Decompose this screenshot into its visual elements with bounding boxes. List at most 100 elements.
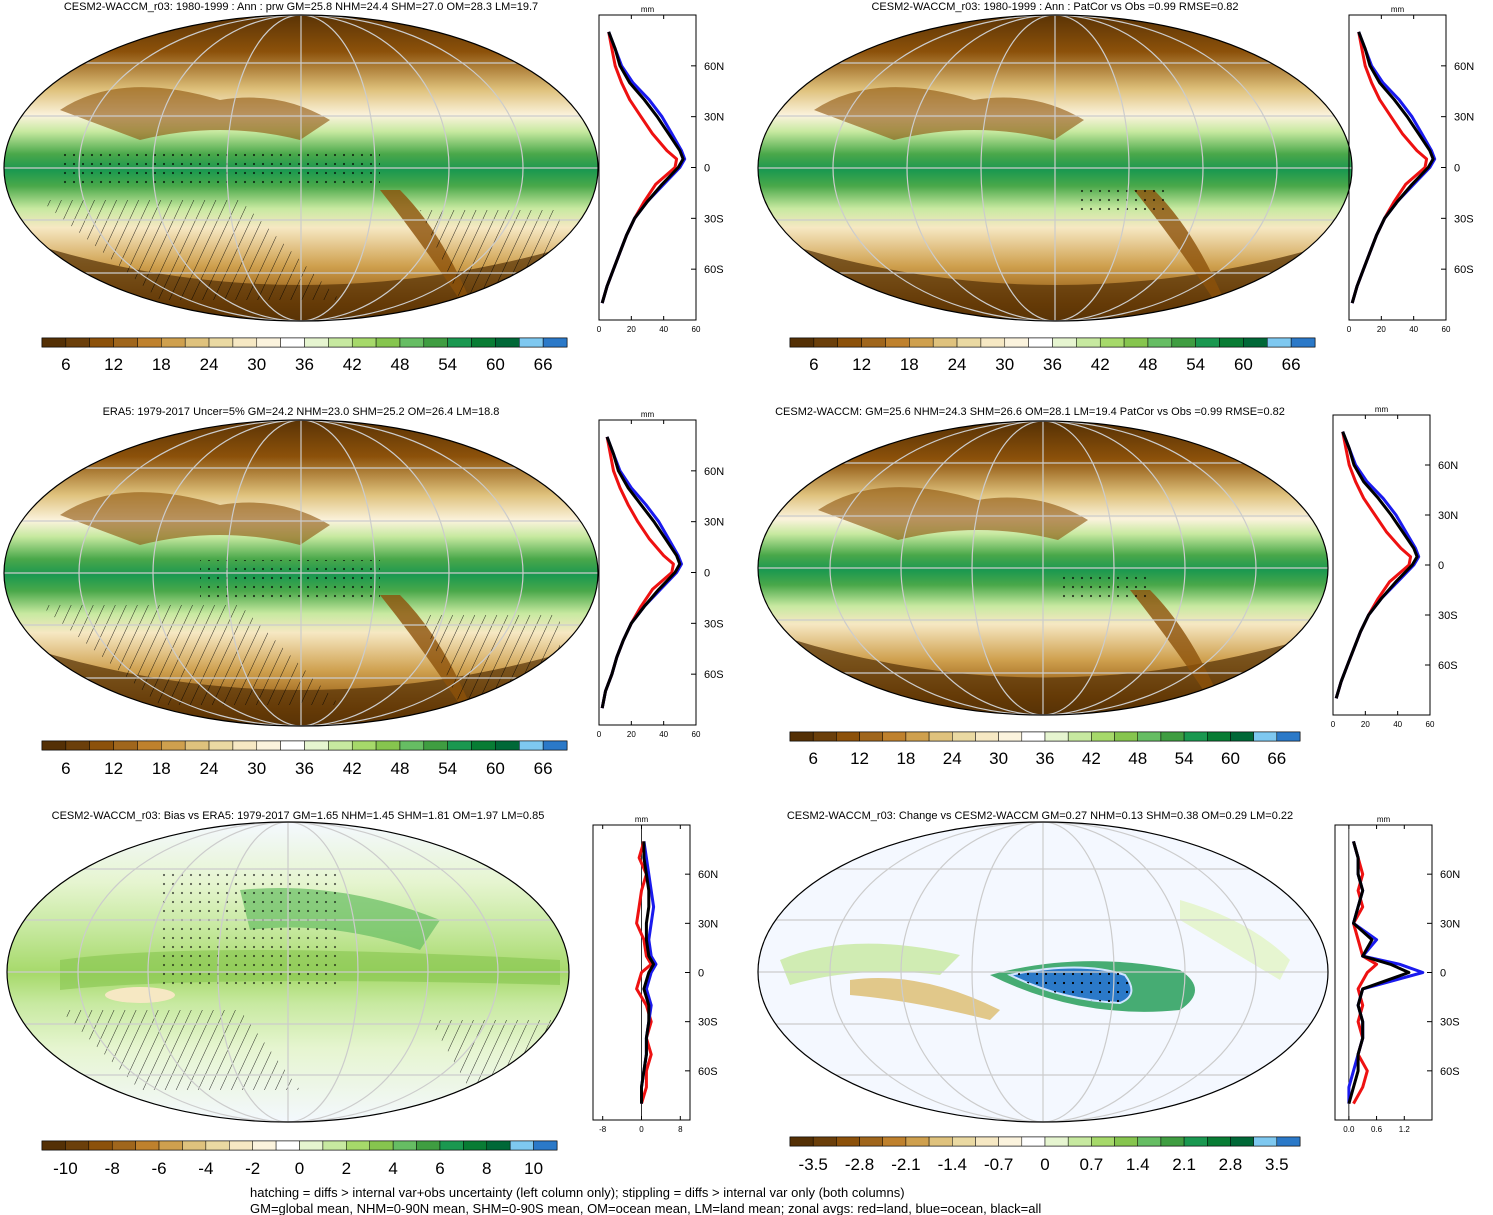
zonal-y-tick-label: 0: [704, 163, 710, 175]
zonal-x-tick-label: 60: [1442, 325, 1451, 334]
colorbar-tick-label: 30: [247, 759, 266, 778]
colorbar-swatch: [351, 740, 377, 751]
zonal-x-tick-label: 20: [627, 325, 636, 334]
colorbar-tick-label: 2.1: [1172, 1155, 1196, 1174]
colorbar-swatch: [1207, 731, 1231, 742]
colorbar-swatch: [1044, 1136, 1069, 1147]
zonal-x-tick-label: 1.2: [1399, 1125, 1411, 1134]
colorbar-swatch: [208, 740, 234, 751]
colorbar-tick-label: -0.7: [984, 1155, 1013, 1174]
colorbar-tick-label: 48: [1138, 355, 1157, 374]
colorbar-tick-label: -2.8: [845, 1155, 874, 1174]
colorbar-tick-label: 42: [343, 355, 362, 374]
zonal-y-tick-label: 60S: [1440, 1066, 1460, 1078]
panel-1: CESM2-WACCM_r03: 1980-1999 : Ann : PatCo…: [757, 1, 1474, 374]
colorbar-swatch: [789, 731, 814, 742]
colorbar-swatch: [885, 337, 910, 348]
zonal-y-tick-label: 0: [1438, 560, 1444, 572]
zonal-y-tick-label: 60N: [1454, 61, 1474, 73]
colorbar-swatch: [812, 1136, 837, 1147]
colorbar-swatch: [956, 337, 982, 348]
colorbar-tick-label: 66: [534, 759, 553, 778]
panel-5-graticule: [758, 822, 1328, 1122]
colorbar-swatch: [65, 1140, 90, 1151]
colorbar-swatch: [928, 731, 953, 742]
colorbar-tick-label: 0.7: [1080, 1155, 1104, 1174]
zonal-y-tick-label: 60N: [1440, 869, 1460, 881]
colorbar-tick-label: 66: [1267, 749, 1286, 768]
colorbar-swatch: [1052, 337, 1077, 348]
zonal-y-tick-label: 0: [1454, 163, 1460, 175]
colorbar-tick-label: -10: [53, 1159, 78, 1178]
colorbar-swatch: [1171, 337, 1196, 348]
panel-1-title: CESM2-WACCM_r03: 1980-1999 : Ann : PatCo…: [871, 1, 1238, 13]
colorbar-tick-label: 36: [1036, 749, 1055, 768]
panel-1-map: [758, 15, 1352, 321]
zonal-y-tick-label: 30N: [704, 112, 724, 124]
zonal-x-tick-label: 0: [1347, 325, 1352, 334]
colorbar-swatch: [158, 1140, 183, 1151]
colorbar-swatch: [137, 740, 162, 751]
colorbar-tick-label: 54: [438, 355, 457, 374]
colorbar-swatch: [256, 337, 281, 348]
panel-2-title: ERA5: 1979-2017 Uncer=5% GM=24.2 NHM=23.…: [103, 406, 500, 418]
panel-0-title: CESM2-WACCM_r03: 1980-1999 : Ann : prw G…: [64, 1, 538, 13]
colorbar-swatch: [1230, 1136, 1254, 1147]
colorbar-swatch: [423, 337, 448, 348]
panel-1-graticule: [758, 15, 1352, 321]
colorbar-swatch: [463, 1140, 488, 1151]
colorbar-tick-label: 36: [295, 759, 314, 778]
panel-3-graticule: [758, 421, 1328, 715]
colorbar-tick-label: 12: [850, 749, 869, 768]
colorbar-swatch: [41, 740, 67, 751]
panel-2-map: [4, 420, 598, 726]
panel-2-graticule: [4, 420, 598, 726]
colorbar-swatch: [928, 1136, 953, 1147]
colorbar-tick-label: 12: [852, 355, 871, 374]
colorbar-swatch: [998, 731, 1023, 742]
colorbar-swatch: [328, 337, 353, 348]
panel-4: CESM2-WACCM_r03: Bias vs ERA5: 1979-2017…: [6, 810, 718, 1178]
colorbar-tick-label: 60: [486, 759, 505, 778]
colorbar-tick-label: 30: [247, 355, 266, 374]
colorbar-swatch: [909, 337, 934, 348]
zonal-unit-label: mm: [635, 815, 649, 824]
colorbar-swatch: [205, 1140, 230, 1151]
zonal-x-tick-label: 0: [597, 730, 602, 739]
zonal-x-tick-label: 40: [1409, 325, 1418, 334]
colorbar-swatch: [1230, 731, 1254, 742]
colorbar-swatch: [1076, 337, 1101, 348]
colorbar-tick-label: 12: [104, 355, 123, 374]
colorbar-tick-label: 18: [152, 355, 171, 374]
zonal-unit-label: mm: [1377, 815, 1391, 824]
colorbar-swatch: [447, 337, 472, 348]
colorbar-swatch: [369, 1140, 394, 1151]
colorbar-swatch: [299, 1140, 324, 1151]
colorbar-swatch: [542, 740, 568, 751]
zonal-line-all: [600, 31, 685, 304]
colorbar-swatch: [882, 1136, 907, 1147]
colorbar-swatch: [447, 740, 472, 751]
zonal-y-tick-label: 30N: [698, 918, 718, 930]
zonal-x-tick-label: 0: [639, 1125, 644, 1134]
colorbar-tick-label: 2: [342, 1159, 351, 1178]
colorbar-tick-label: -1.4: [938, 1155, 967, 1174]
colorbar-tick-label: 66: [534, 355, 553, 374]
zonal-x-tick-label: 8: [678, 1125, 683, 1134]
colorbar-swatch: [1160, 1136, 1185, 1147]
colorbar-swatch: [1276, 731, 1301, 742]
footer-line-1: hatching = diffs > internal var+obs unce…: [250, 1185, 905, 1200]
panel-0-map: [4, 15, 598, 321]
panel-4-graticule: [7, 822, 569, 1122]
colorbar-swatch: [229, 1140, 253, 1151]
colorbar-swatch: [275, 1140, 300, 1151]
colorbar-swatch: [161, 337, 186, 348]
zonal-y-tick-label: 0: [698, 968, 704, 980]
colorbar-tick-label: 36: [1043, 355, 1062, 374]
colorbar-tick-label: 24: [943, 749, 962, 768]
footer-line-2: GM=global mean, NHM=0-90N mean, SHM=0-90…: [250, 1201, 1041, 1215]
zonal-line-land: [600, 31, 679, 304]
colorbar-tick-label: 24: [200, 759, 219, 778]
colorbar-swatch: [1207, 1136, 1231, 1147]
